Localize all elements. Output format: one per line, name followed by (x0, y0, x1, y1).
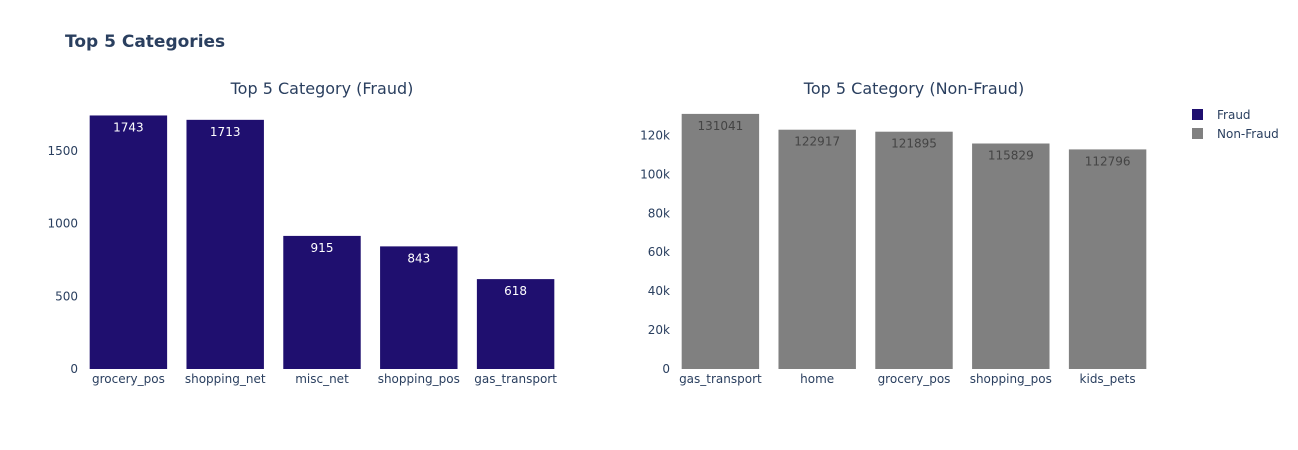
fraud-bar-value-label: 1713 (210, 125, 241, 139)
nonfraud-bar-gas_transport (681, 113, 760, 369)
fraud-bar-shopping_net (186, 119, 264, 369)
fraud-bar-shopping_pos (380, 246, 458, 369)
nonfraud-x-tick-label: gas_transport (679, 372, 762, 386)
fraud-x-tick-label: shopping_net (185, 372, 266, 386)
nonfraud-bar-value-label: 131041 (697, 119, 743, 133)
fraud-y-tick-label: 1500 (47, 144, 78, 158)
nonfraud-subplot-title: Top 5 Category (Non-Fraud) (803, 79, 1024, 98)
fraud-bar-misc_net (283, 235, 361, 369)
nonfraud-x-tick-label: home (800, 372, 834, 386)
fraud-y-tick-label: 1000 (47, 217, 78, 231)
nonfraud-y-tick-label: 80k (648, 206, 670, 220)
nonfraud-bar-grocery_pos (875, 131, 953, 369)
nonfraud-bar-home (778, 129, 856, 369)
nonfraud-bar-value-label: 112796 (1085, 154, 1131, 168)
fraud-bar-value-label: 1743 (113, 120, 144, 134)
fraud-x-tick-label: grocery_pos (92, 372, 165, 386)
fraud-y-tick-label: 0 (70, 362, 78, 376)
fraud-bar-value-label: 915 (311, 241, 334, 255)
fraud-bar-gas_transport (476, 279, 555, 369)
chart-title: Top 5 Categories (65, 32, 226, 52)
nonfraud-x-tick-label: kids_pets (1080, 372, 1136, 386)
fraud-y-tick-label: 500 (55, 289, 78, 303)
nonfraud-bar-value-label: 115829 (988, 149, 1034, 163)
nonfraud-y-tick-label: 60k (648, 245, 670, 259)
nonfraud-y-tick-label: 100k (640, 167, 670, 181)
legend-swatch-non-fraud (1192, 128, 1203, 139)
legend-swatch-fraud (1192, 109, 1203, 120)
fraud-subplot-title: Top 5 Category (Fraud) (230, 79, 414, 98)
nonfraud-y-tick-label: 20k (648, 323, 670, 337)
fraud-x-tick-label: gas_transport (474, 372, 557, 386)
legend-label-non-fraud: Non-Fraud (1217, 127, 1279, 141)
fraud-bar-value-label: 618 (504, 284, 527, 298)
nonfraud-bar-value-label: 121895 (891, 137, 937, 151)
fraud-x-tick-label: misc_net (295, 372, 349, 386)
fraud-bar-value-label: 843 (407, 251, 430, 265)
fraud-bar-grocery_pos (89, 115, 168, 370)
nonfraud-bar-value-label: 122917 (794, 135, 840, 149)
legend-label-fraud: Fraud (1217, 108, 1251, 122)
nonfraud-bar-kids_pets (1068, 149, 1147, 369)
nonfraud-x-tick-label: shopping_pos (970, 372, 1052, 386)
fraud-x-tick-label: shopping_pos (378, 372, 460, 386)
nonfraud-y-tick-label: 40k (648, 284, 670, 298)
nonfraud-y-tick-label: 120k (640, 128, 670, 142)
nonfraud-x-tick-label: grocery_pos (878, 372, 951, 386)
nonfraud-bar-shopping_pos (972, 143, 1050, 369)
nonfraud-y-tick-label: 0 (662, 362, 670, 376)
